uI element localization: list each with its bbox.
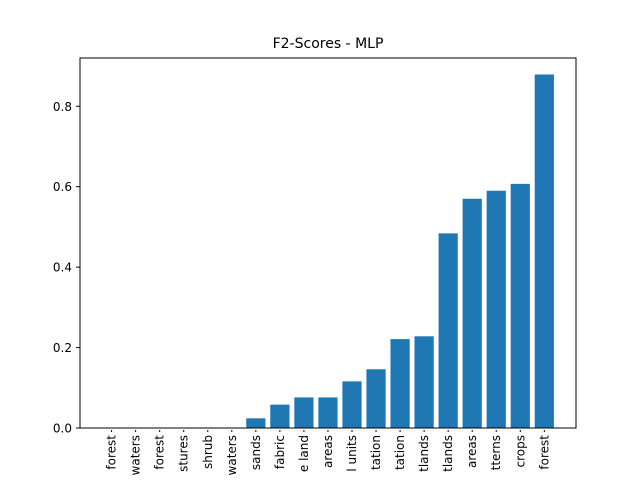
bar-18 xyxy=(534,74,554,429)
x-tick-label-5: waters xyxy=(225,435,239,475)
x-tick-label-4: shrub xyxy=(201,435,215,469)
bar-16 xyxy=(486,190,506,428)
bars-group xyxy=(246,74,554,429)
x-tick-label-9: areas xyxy=(321,435,335,468)
bar-14 xyxy=(438,233,458,428)
x-axis: forest waters forest stures shrub waters sands… xyxy=(105,430,551,475)
x-tick-label-10: l units xyxy=(345,435,359,472)
x-tick-label-13: tlands xyxy=(417,435,431,472)
x-tick-label-3: stures xyxy=(177,435,191,472)
y-tick-label-0: 0.0 xyxy=(53,422,72,436)
bar-6 xyxy=(246,418,266,428)
bar-17 xyxy=(510,183,530,428)
y-axis: 0.0 0.2 0.4 0.6 0.8 xyxy=(53,100,80,436)
x-tick-label-8: e land xyxy=(297,435,311,472)
x-tick-label-2: forest xyxy=(153,435,167,470)
x-tick-label-12: tation xyxy=(393,435,407,470)
x-tick-label-1: waters xyxy=(129,435,143,475)
chart-title: F2-Scores - MLP xyxy=(273,36,384,52)
plot-frame xyxy=(79,57,577,429)
x-tick-label-14: tlands xyxy=(441,435,455,472)
y-tick-label-1: 0.2 xyxy=(53,341,72,355)
x-tick-label-6: sands xyxy=(249,435,263,470)
bar-10 xyxy=(342,381,362,428)
y-tick-label-4: 0.8 xyxy=(53,100,72,114)
bar-11 xyxy=(366,369,386,428)
y-tick-label-2: 0.4 xyxy=(53,261,72,275)
bar-9 xyxy=(318,397,338,428)
x-tick-label-11: tation xyxy=(369,435,383,470)
x-tick-label-17: crops xyxy=(513,435,527,467)
bar-12 xyxy=(390,339,410,428)
x-tick-label-16: tterns xyxy=(489,435,503,470)
bar-7 xyxy=(270,404,290,428)
x-tick-label-15: areas xyxy=(465,435,479,468)
bar-13 xyxy=(414,336,434,428)
bar-15 xyxy=(462,198,482,428)
y-tick-label-3: 0.6 xyxy=(53,180,72,194)
bar-8 xyxy=(294,397,314,428)
x-tick-label-18: forest xyxy=(537,435,551,470)
x-tick-label-0: forest xyxy=(105,435,119,470)
x-tick-label-7: fabric xyxy=(273,435,287,469)
